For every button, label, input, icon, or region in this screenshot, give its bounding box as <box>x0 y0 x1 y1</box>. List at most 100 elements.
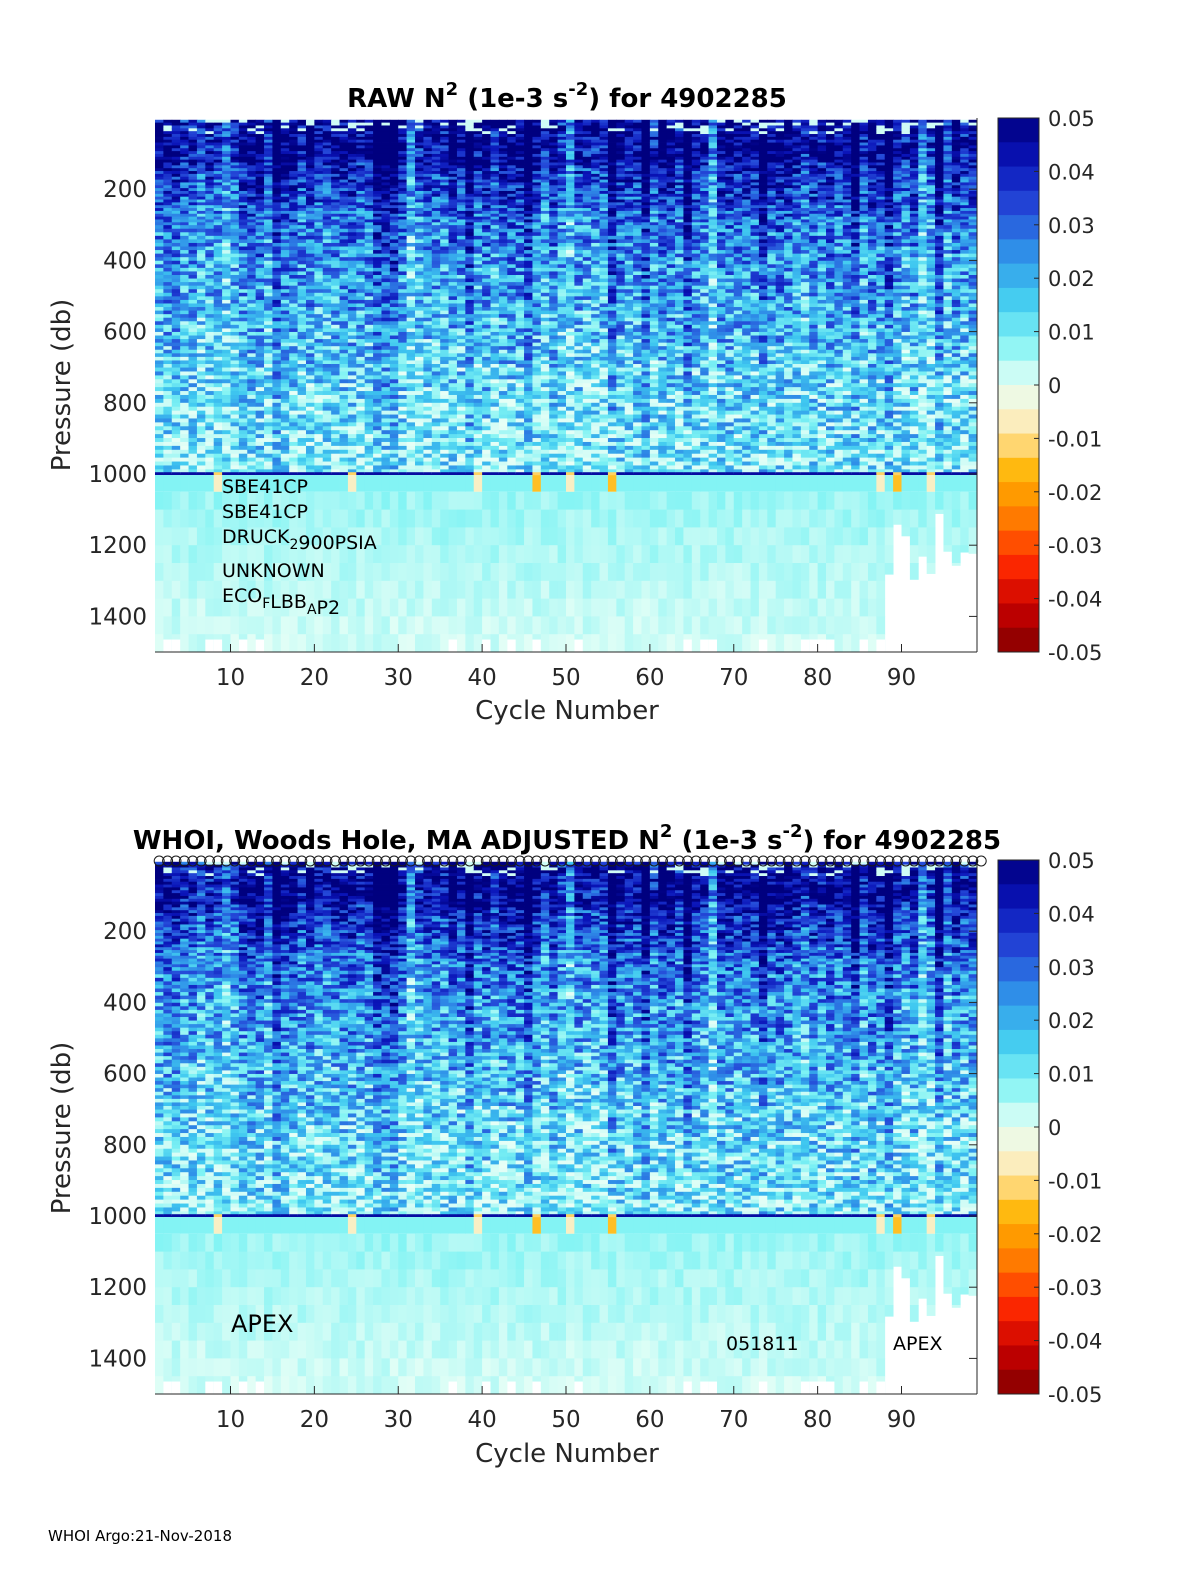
heat-cell <box>180 242 189 247</box>
heat-cell <box>247 449 257 455</box>
heat-cell <box>305 145 315 149</box>
heat-cell <box>448 379 458 384</box>
heat-cell <box>373 210 382 215</box>
heat-cell <box>289 145 298 149</box>
heat-cell <box>280 267 290 272</box>
heat-cell <box>180 142 189 146</box>
heat-cell <box>498 148 508 152</box>
heat-cell <box>465 159 475 163</box>
heat-cell <box>163 213 173 218</box>
heat-cell <box>322 387 332 392</box>
heat-cell <box>356 250 366 255</box>
heat-cell <box>507 453 517 459</box>
heat-cell <box>188 449 198 455</box>
heat-cell <box>188 188 198 192</box>
heat-cell <box>196 165 206 169</box>
heat-cell <box>373 153 382 158</box>
heat-cell <box>222 634 231 653</box>
heat-cell <box>264 282 273 287</box>
heat-cell <box>364 335 374 340</box>
heat-cell <box>423 461 433 466</box>
heat-cell <box>423 228 433 233</box>
heat-cell <box>314 131 324 135</box>
heat-cell <box>222 414 231 419</box>
heat-cell <box>205 246 215 251</box>
heat-cell <box>297 267 307 272</box>
heat-cell <box>222 379 231 384</box>
heat-cell <box>305 225 315 230</box>
heat-cell <box>373 271 382 276</box>
heat-cell <box>188 225 198 230</box>
heat-cell <box>272 168 282 172</box>
heat-cell <box>490 379 500 384</box>
heat-cell <box>213 465 223 470</box>
heat-cell <box>381 367 391 372</box>
heat-cell <box>264 239 273 244</box>
heat-cell <box>507 434 517 439</box>
heat-cell <box>331 205 340 209</box>
heat-cell <box>456 314 466 319</box>
heat-cell <box>297 119 307 124</box>
heat-cell <box>490 353 500 358</box>
heat-cell <box>180 317 189 322</box>
heat-cell <box>440 131 449 135</box>
heat-cell <box>389 469 399 474</box>
heat-cell <box>205 598 215 617</box>
heat-cell <box>213 430 223 435</box>
heat-cell <box>205 165 215 169</box>
heat-cell <box>188 457 198 462</box>
heat-cell <box>155 360 164 365</box>
heat-cell <box>213 210 223 215</box>
heat-cell <box>356 260 366 265</box>
heat-cell <box>331 208 340 212</box>
heat-cell <box>389 509 399 528</box>
heat-cell <box>456 580 466 599</box>
heat-cell <box>272 457 282 462</box>
heat-cell <box>305 153 315 158</box>
heat-cell <box>490 188 500 192</box>
heat-cell <box>196 232 206 237</box>
heat-cell <box>498 165 508 169</box>
heat-cell <box>448 168 458 172</box>
heat-cell <box>398 441 408 447</box>
heat-cell <box>188 430 198 435</box>
heat-cell <box>490 349 500 354</box>
heat-cell <box>473 257 483 262</box>
heat-cell <box>196 278 206 283</box>
heat-cell <box>331 145 340 149</box>
heat-cell <box>356 383 366 388</box>
heat-cell <box>171 202 181 206</box>
heat-cell <box>213 299 223 304</box>
heat-cell <box>415 257 424 262</box>
heat-cell <box>373 324 382 329</box>
heat-cell <box>347 278 357 283</box>
heat-cell <box>171 165 181 169</box>
heat-cell <box>180 225 189 230</box>
heat-cell <box>373 469 382 474</box>
heat-cell <box>305 125 315 129</box>
heat-cell <box>364 472 374 476</box>
heat-cell <box>297 453 307 459</box>
heat-cell <box>373 445 382 451</box>
heat-cell <box>415 346 424 351</box>
heat-cell <box>373 342 382 347</box>
heat-cell <box>473 185 483 189</box>
heat-cell <box>297 162 307 166</box>
heat-cell <box>196 418 206 423</box>
heat-cell <box>356 445 366 451</box>
heat-cell <box>264 353 273 358</box>
heat-cell <box>373 410 382 415</box>
heat-cell <box>364 292 374 297</box>
heat-cell <box>473 367 483 372</box>
heat-cell <box>398 509 408 528</box>
heat-cell <box>188 142 198 146</box>
heat-cell <box>171 128 181 132</box>
heat-cell <box>163 228 173 233</box>
heat-cell <box>272 278 282 283</box>
heat-cell <box>272 422 282 427</box>
heat-cell <box>289 219 298 223</box>
heat-cell <box>364 153 374 158</box>
heat-cell <box>482 139 491 143</box>
heat-cell <box>297 131 307 135</box>
heat-cell <box>314 426 324 431</box>
